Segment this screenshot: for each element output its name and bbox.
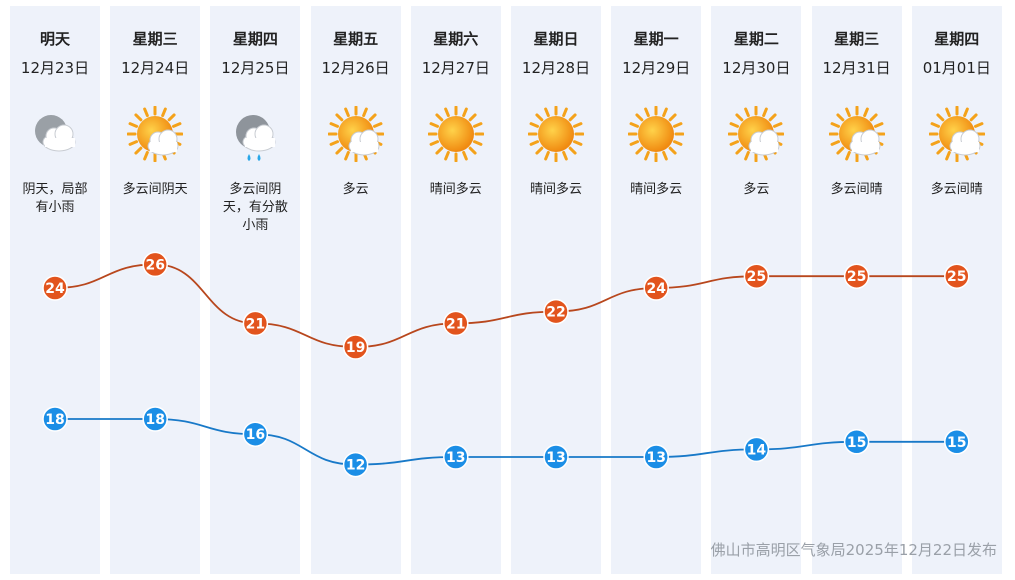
low-temp-point	[543, 444, 569, 470]
high-temp-label: 25	[947, 269, 966, 285]
high-temp-point	[743, 263, 770, 289]
low-temp-label: 18	[145, 412, 164, 428]
sun-cloud-icon	[828, 105, 886, 163]
low-temp-label: 14	[747, 442, 767, 458]
day-of-week: 星期三	[132, 30, 178, 48]
day-date: 12月30日	[722, 59, 791, 77]
day-column: 星期五 12月26日 多云	[310, 6, 401, 574]
day-column: 明天 12月23日 阴天，局部有小雨	[10, 6, 100, 574]
high-temp-point	[42, 275, 68, 301]
low-temp-point	[944, 429, 970, 455]
low-temp-point	[643, 444, 669, 470]
sun-cloud-icon	[727, 105, 785, 163]
day-date: 12月28日	[521, 59, 591, 77]
high-temp-line	[54, 263, 957, 348]
day-column: 星期六 12月27日 晴间多云	[410, 6, 501, 574]
day-date: 12月24日	[121, 59, 190, 77]
high-temp-point	[843, 263, 870, 289]
low-temp-label: 18	[45, 412, 64, 428]
day-of-week: 星期一	[633, 30, 679, 48]
low-temp-label: 13	[446, 450, 465, 466]
low-temp-label: 15	[947, 435, 966, 451]
day-column: 星期二 12月30日 多云	[711, 6, 802, 574]
high-temp-label: 21	[246, 316, 265, 332]
low-temp-label: 13	[646, 450, 665, 466]
high-temp-label: 24	[646, 281, 666, 297]
high-temp-label: 25	[847, 269, 866, 285]
weather-description: 多云间阴天	[122, 182, 188, 197]
high-temp-point	[944, 263, 970, 289]
low-temp-point	[443, 444, 469, 470]
low-temp-label: 12	[346, 458, 365, 474]
sun-cloud-icon	[126, 105, 184, 163]
low-temp-line	[55, 418, 957, 466]
low-temp-point	[342, 451, 369, 478]
low-temp-point	[843, 429, 870, 455]
low-temp-label: 13	[546, 450, 565, 466]
weather-description: 晴间多云	[529, 182, 582, 197]
day-of-week: 星期五	[333, 30, 379, 48]
day-date: 12月27日	[421, 59, 490, 77]
low-temp-point	[42, 406, 68, 432]
low-temp-label: 16	[246, 427, 265, 443]
weather-description: 晴间多云	[630, 182, 683, 197]
high-temp-label: 19	[346, 340, 365, 356]
day-of-week: 星期三	[834, 30, 880, 48]
day-date: 12月26日	[321, 59, 390, 77]
high-temp-label: 24	[45, 281, 65, 297]
sun-cloud-icon	[928, 105, 986, 163]
weather-description: 阴天，局部有小雨	[22, 182, 88, 215]
low-temp-label: 15	[847, 435, 866, 451]
weather-description: 多云间晴	[930, 182, 983, 197]
day-column: 星期三 12月31日 多云间晴	[811, 6, 902, 574]
high-temp-point	[242, 310, 269, 337]
sun-icon	[627, 105, 685, 163]
high-temp-label: 25	[747, 269, 766, 285]
high-temp-point	[643, 275, 669, 301]
day-column: 星期日 12月28日 晴间多云	[511, 6, 601, 574]
cloud-rain-icon	[227, 106, 283, 162]
day-of-week: 星期二	[733, 30, 779, 48]
day-date: 12月31日	[822, 59, 891, 77]
high-temp-label: 26	[145, 257, 164, 273]
day-of-week: 星期日	[533, 30, 579, 48]
day-column: 星期四 12月25日 多云间阴天，有分散小雨	[210, 6, 301, 574]
low-temp-point	[142, 406, 168, 432]
high-temp-point	[543, 298, 569, 325]
weather-description: 多云	[743, 182, 770, 197]
day-date: 12月29日	[622, 59, 691, 77]
high-temp-label: 21	[446, 316, 465, 332]
weather-description: 多云	[342, 182, 369, 197]
publisher-footer: 佛山市高明区气象局2025年12月22日发布	[710, 541, 997, 559]
weather-description: 晴间多云	[429, 182, 482, 197]
sun-cloud-icon	[327, 105, 385, 163]
day-column: 星期四 01月01日 多云间晴	[911, 6, 1002, 574]
day-column: 星期三 12月24日 多云间阴天	[110, 6, 201, 574]
day-of-week: 星期六	[433, 30, 479, 48]
low-temp-point	[743, 436, 770, 463]
high-temp-point	[443, 310, 469, 337]
day-of-week: 明天	[39, 30, 70, 48]
high-temp-point	[342, 334, 369, 360]
weather-description: 多云间阴天，有分散小雨	[222, 182, 288, 233]
weather-description: 多云间晴	[830, 182, 883, 197]
low-temp-point	[242, 421, 269, 447]
sun-icon	[427, 105, 485, 163]
high-temp-label: 22	[546, 305, 565, 321]
high-temp-point	[142, 251, 168, 278]
day-date: 12月25日	[221, 59, 290, 77]
sun-icon	[527, 105, 585, 163]
overcast-cloud-icon	[27, 106, 83, 162]
day-date: 01月01日	[922, 59, 991, 77]
day-of-week: 星期四	[934, 30, 980, 48]
day-date: 12月23日	[20, 59, 90, 77]
day-of-week: 星期四	[232, 30, 278, 48]
